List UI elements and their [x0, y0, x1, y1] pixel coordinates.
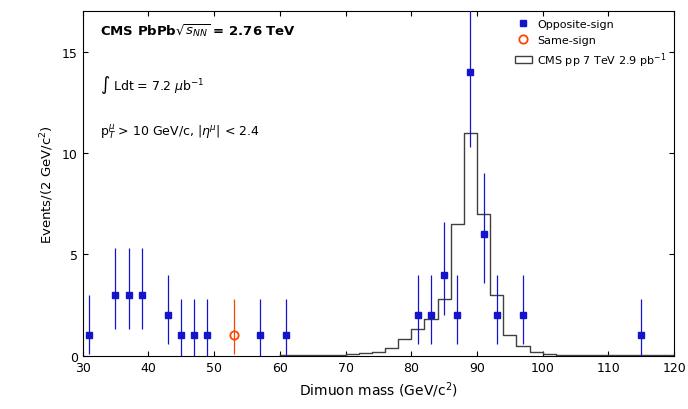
Legend: Opposite-sign, Same-sign, CMS pp 7 TeV 2.9 pb$^{-1}$: Opposite-sign, Same-sign, CMS pp 7 TeV 2…: [510, 16, 671, 74]
Y-axis label: Events/(2 GeV/c$^2$): Events/(2 GeV/c$^2$): [39, 125, 56, 243]
X-axis label: Dimuon mass (GeV/c$^2$): Dimuon mass (GeV/c$^2$): [299, 379, 458, 399]
Text: CMS PbPb$\sqrt{s_{NN}}$ = 2.76 TeV: CMS PbPb$\sqrt{s_{NN}}$ = 2.76 TeV: [100, 22, 297, 40]
Text: $\int$ Ldt = 7.2 $\mu$b$^{-1}$: $\int$ Ldt = 7.2 $\mu$b$^{-1}$: [100, 74, 205, 96]
Text: p$_T^{\mu}$ > 10 GeV/c, |$\eta^{\mu}$| < 2.4: p$_T^{\mu}$ > 10 GeV/c, |$\eta^{\mu}$| <…: [100, 122, 260, 141]
